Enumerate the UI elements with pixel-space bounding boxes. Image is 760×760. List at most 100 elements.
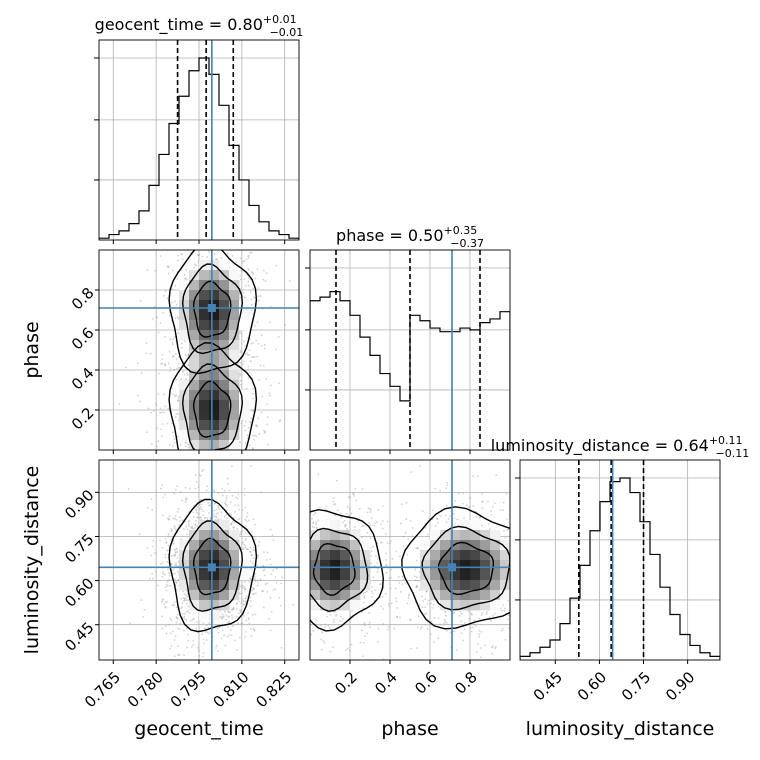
density-cell <box>199 590 210 601</box>
sample-point <box>373 522 376 525</box>
sample-point <box>232 526 235 529</box>
sample-point <box>197 486 200 488</box>
sample-point <box>306 578 308 580</box>
sample-point <box>166 549 169 552</box>
sample-point <box>198 507 201 510</box>
density-cell <box>179 580 190 591</box>
sample-point <box>251 303 253 306</box>
sample-point <box>260 334 263 337</box>
sample-point <box>223 515 226 518</box>
density-cell <box>199 400 210 411</box>
sample-point <box>170 528 173 530</box>
sample-point <box>196 516 199 519</box>
sample-point <box>381 595 384 598</box>
x-tick-label: 0.780 <box>124 668 167 711</box>
sample-point <box>253 629 256 632</box>
sample-point <box>217 466 219 468</box>
sample-point <box>201 633 204 636</box>
sample-point <box>206 485 209 488</box>
sample-point <box>189 461 191 463</box>
sample-point <box>527 602 529 604</box>
sample-point <box>347 514 350 517</box>
sample-point <box>254 452 256 454</box>
sample-point <box>250 271 253 274</box>
sample-point <box>217 470 219 472</box>
sample-point <box>312 521 315 523</box>
density-cell <box>209 270 220 281</box>
sample-point <box>183 612 186 615</box>
sample-point <box>439 489 442 492</box>
title-upper-error: +0.11 <box>709 434 743 447</box>
sample-point <box>213 502 216 505</box>
sample-point <box>204 627 207 630</box>
sample-point <box>182 597 185 599</box>
sample-point <box>411 535 414 538</box>
sample-point <box>295 509 297 511</box>
sample-point <box>233 485 235 487</box>
density-cell <box>219 330 230 341</box>
sample-point <box>181 519 184 521</box>
sample-point <box>388 577 391 579</box>
sample-point <box>228 475 230 477</box>
sample-point <box>369 537 372 540</box>
sample-point <box>176 367 178 370</box>
density-cell <box>470 570 481 581</box>
sample-point <box>165 542 168 544</box>
sample-point <box>174 553 177 556</box>
sample-point <box>453 611 456 614</box>
sample-point <box>187 633 189 636</box>
sample-point <box>421 606 424 609</box>
density-cell <box>199 390 210 401</box>
sample-point <box>162 496 165 499</box>
x-tick-label: 0.60 <box>574 668 610 704</box>
sample-point <box>195 264 198 267</box>
sample-point <box>163 411 165 414</box>
sample-point <box>306 600 308 602</box>
sample-point <box>386 520 389 523</box>
sample-point <box>463 621 466 624</box>
sample-point <box>311 525 314 528</box>
sample-point <box>237 612 240 615</box>
sample-point <box>249 596 252 599</box>
sample-point <box>449 631 452 634</box>
sample-point <box>431 509 434 512</box>
sample-point <box>163 573 166 576</box>
sample-point <box>151 545 154 548</box>
sample-point <box>223 610 226 613</box>
density-cell <box>189 440 200 450</box>
sample-point <box>352 493 355 495</box>
sample-point <box>254 580 257 582</box>
sample-point <box>252 587 255 590</box>
sample-point <box>185 452 187 454</box>
sample-point <box>449 515 451 518</box>
sample-point <box>515 629 517 631</box>
hist-panel-geocent-time <box>94 39 300 244</box>
density-cell <box>219 550 230 561</box>
sample-point <box>354 526 357 528</box>
density-cell <box>229 350 240 361</box>
sample-point <box>172 227 174 229</box>
density-cell <box>189 270 200 281</box>
sample-point <box>425 590 428 593</box>
sample-point <box>143 608 146 611</box>
density-cell <box>229 540 240 551</box>
sample-point <box>266 416 269 419</box>
sample-point <box>246 354 249 356</box>
sample-point <box>225 517 228 520</box>
density-cell <box>320 570 331 581</box>
sample-point <box>216 650 219 652</box>
density-cell <box>189 280 200 291</box>
sample-point <box>147 507 150 509</box>
sample-point <box>181 606 183 608</box>
sample-point <box>466 504 468 507</box>
sample-point <box>306 574 308 576</box>
sample-point <box>161 358 164 361</box>
density-cell <box>239 570 250 581</box>
sample-point <box>181 613 184 615</box>
sample-point <box>218 237 220 239</box>
density-cell <box>490 590 501 601</box>
sample-point <box>244 544 247 547</box>
sample-point <box>237 622 240 625</box>
sample-point <box>531 564 533 566</box>
sample-point <box>461 612 463 615</box>
